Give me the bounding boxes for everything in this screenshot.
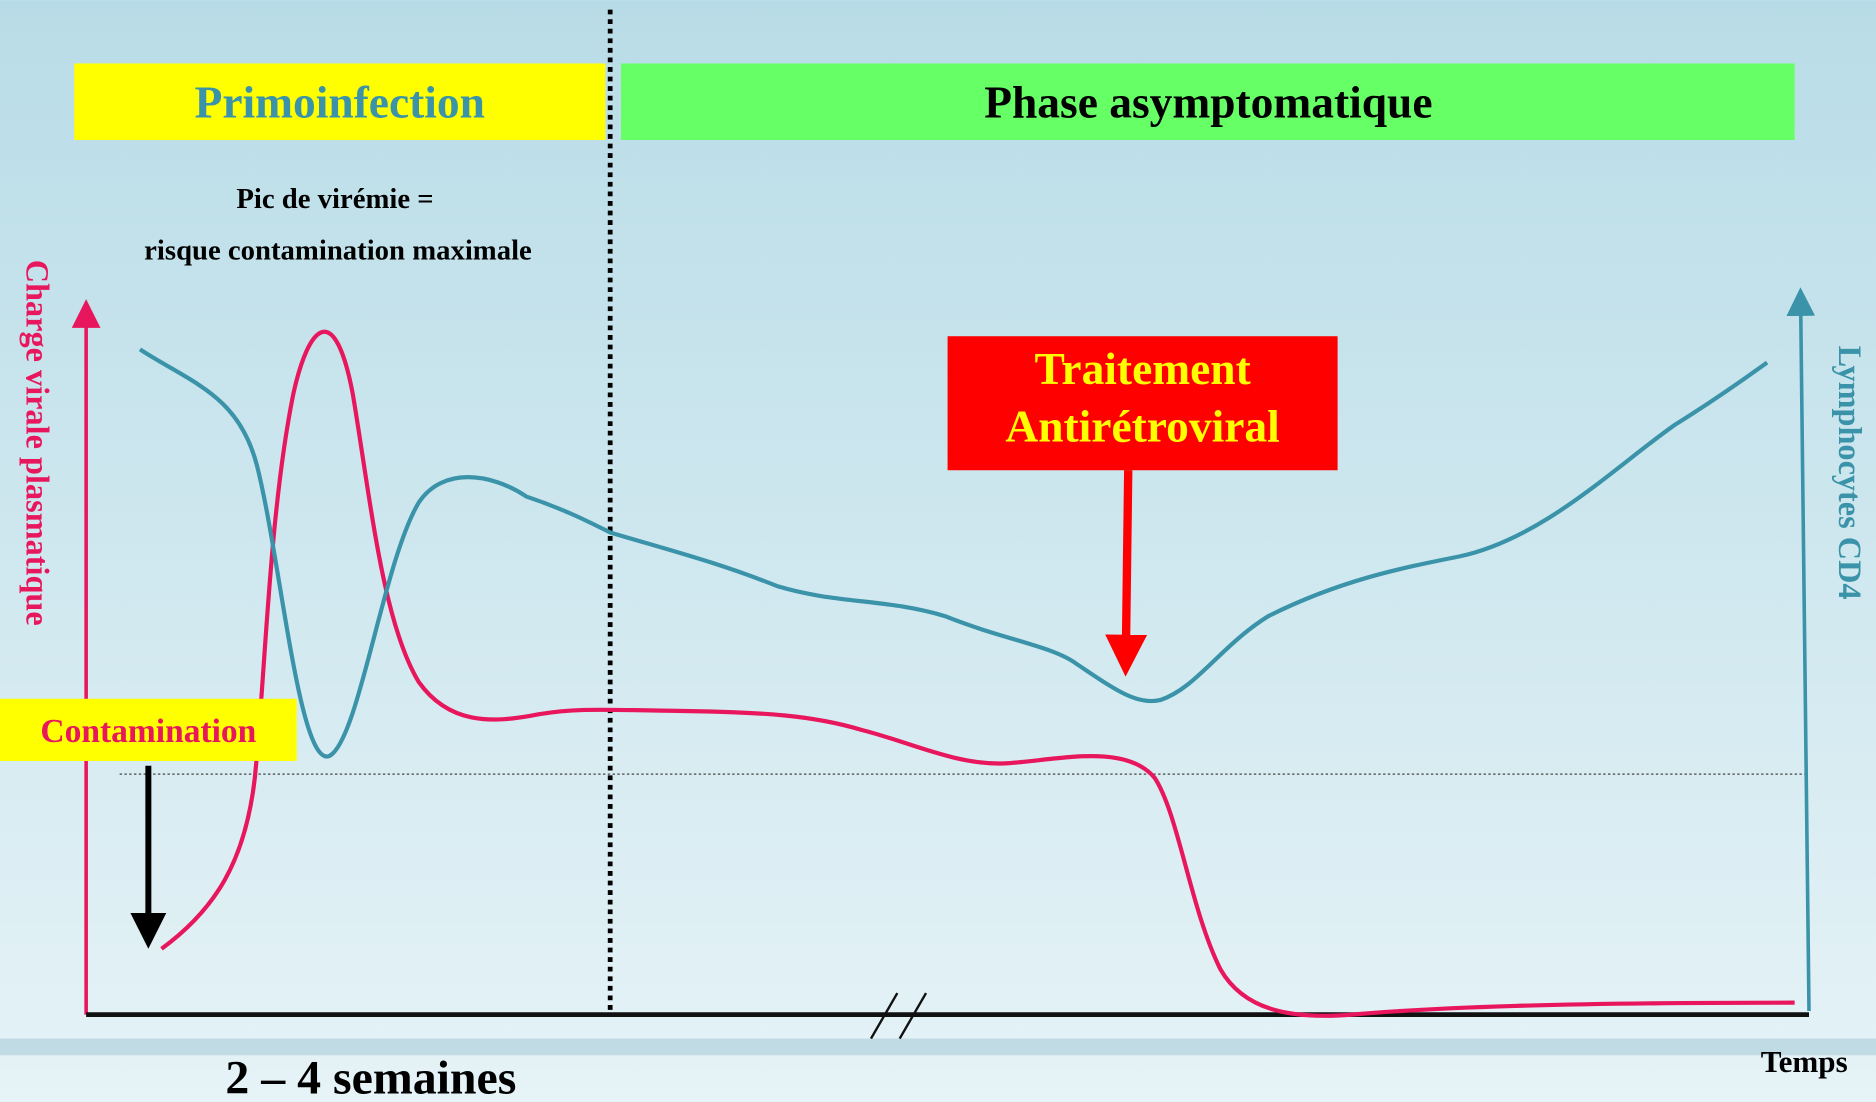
contamination-box bbox=[0, 698, 297, 761]
asymptomatic-label: Phase asymptomatique bbox=[984, 76, 1432, 127]
time-label: Temps bbox=[1761, 1044, 1848, 1079]
peak-label-2-box: risque contamination maximale bbox=[144, 235, 532, 267]
cd4-curve bbox=[138, 347, 1769, 759]
right-axis bbox=[1786, 287, 1816, 1012]
right-axis-label: Lymphocytes CD4 bbox=[1832, 346, 1868, 600]
left-axis-label: Charge virale plasmatique bbox=[19, 260, 55, 626]
primary-label: Primoinfection bbox=[195, 76, 485, 127]
floor-band bbox=[0, 1038, 1876, 1056]
contamination-label: Contamination bbox=[40, 713, 257, 751]
viral-load-curve bbox=[160, 329, 1795, 1018]
primary-box bbox=[74, 63, 606, 141]
treatment-arrow bbox=[1105, 470, 1148, 677]
peak-label-2: risque contamination maximale bbox=[144, 235, 532, 267]
asymptomatic-box bbox=[620, 63, 1795, 141]
duration-label: 2 – 4 semaines bbox=[225, 1052, 516, 1102]
treatment-box bbox=[947, 336, 1338, 471]
peak-label-1: Pic de virémie = bbox=[236, 183, 433, 215]
contamination-label-box: Contamination bbox=[40, 713, 257, 751]
treatment-label-box: Traitement Antirétroviral bbox=[1005, 344, 1280, 453]
axis-break bbox=[869, 992, 928, 1040]
treatment-label: Traitement Antirétroviral bbox=[1005, 344, 1280, 453]
